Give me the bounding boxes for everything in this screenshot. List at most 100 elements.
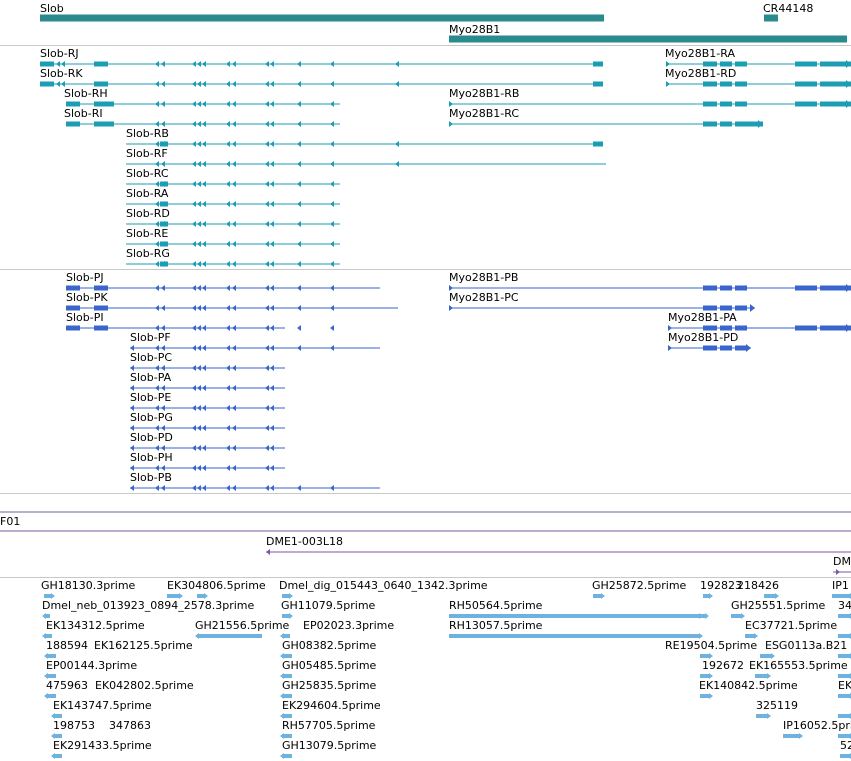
protein-myo28b1-pa-exon[interactable] — [735, 325, 747, 331]
mrna-slob-rk-exon[interactable] — [593, 81, 603, 87]
est-feature[interactable] — [282, 594, 290, 598]
est-feature[interactable] — [53, 714, 62, 718]
protein-myo28b1-pb-exon[interactable] — [820, 285, 851, 291]
mrna-myo28b1-rb-exon[interactable] — [795, 101, 817, 107]
est-label[interactable]: EK042802.5prime — [95, 679, 194, 692]
est-label[interactable]: EK134312.5prime — [46, 619, 145, 632]
mrna-label-myo28b1-rc[interactable]: Myo28B1-RC — [449, 107, 520, 120]
protein-slob-pk-exon[interactable] — [94, 305, 108, 311]
protein-myo28b1-pb-exon[interactable] — [720, 285, 732, 291]
est-feature[interactable] — [44, 614, 50, 618]
clone-label-dme1-003l18[interactable]: DME1-003L18 — [266, 535, 343, 548]
est-label[interactable]: GH13079.5prime — [282, 739, 377, 752]
mrna-label-slob-ri[interactable]: Slob-RI — [64, 107, 103, 120]
est-feature[interactable] — [755, 674, 768, 678]
gene-bar-slob[interactable] — [40, 14, 604, 22]
est-feature[interactable] — [449, 634, 700, 638]
est-label[interactable]: Dmel_neb_013923_0894_2578.3prime — [42, 599, 255, 612]
est-label[interactable]: GH25551.5prime — [731, 599, 826, 612]
protein-myo28b1-pc-exon[interactable] — [720, 305, 732, 311]
est-feature[interactable] — [703, 594, 710, 598]
est-label[interactable]: GH05485.5prime — [282, 659, 377, 672]
gene-label-myo28b1[interactable]: Myo28B1 — [449, 23, 501, 36]
protein-slob-pj-exon[interactable] — [94, 285, 108, 291]
est-feature[interactable] — [282, 654, 292, 658]
est-label[interactable]: Dmel_dig_015443_0640_1342.3prime — [279, 579, 488, 592]
mrna-label-myo28b1-rd[interactable]: Myo28B1-RD — [665, 67, 737, 80]
est-label[interactable]: 325119 — [756, 699, 798, 712]
mrna-myo28b1-rb-exon[interactable] — [820, 101, 851, 107]
clone-label-f01[interactable]: F01 — [0, 515, 21, 528]
gene-bar-myo28b1[interactable] — [449, 35, 847, 43]
est-feature[interactable] — [197, 634, 262, 638]
mrna-slob-rb-exon[interactable] — [593, 141, 603, 147]
est-feature[interactable] — [838, 614, 851, 618]
est-label[interactable]: EK — [838, 679, 851, 692]
mrna-slob-ri-exon[interactable] — [94, 121, 114, 127]
protein-label-slob-pc[interactable]: Slob-PC — [130, 351, 173, 364]
est-feature[interactable] — [593, 594, 602, 598]
protein-slob-pj-exon[interactable] — [66, 285, 80, 291]
mrna-slob-rk-exon[interactable] — [94, 81, 108, 87]
mrna-label-slob-rc[interactable]: Slob-RC — [126, 167, 169, 180]
est-feature[interactable] — [449, 614, 700, 618]
mrna-slob-rj-exon[interactable] — [593, 61, 603, 67]
est-label[interactable]: GH25872.5prime — [592, 579, 687, 592]
est-label[interactable]: EK291433.5prime — [53, 739, 152, 752]
est-label[interactable]: 34 — [838, 599, 851, 612]
protein-label-slob-pf[interactable]: Slob-PF — [130, 331, 171, 344]
gene-label-slob[interactable]: Slob — [40, 2, 64, 15]
protein-label-myo28b1-pc[interactable]: Myo28B1-PC — [449, 291, 519, 304]
est-label[interactable]: IP16052.5prime — [783, 719, 851, 732]
protein-myo28b1-pa-exon[interactable] — [703, 325, 717, 331]
protein-myo28b1-pa-exon[interactable] — [820, 325, 851, 331]
protein-label-slob-pd[interactable]: Slob-PD — [130, 431, 173, 444]
protein-myo28b1-pb-exon[interactable] — [735, 285, 747, 291]
clone-label-dm[interactable]: DM — [833, 555, 851, 568]
est-label[interactable]: 347863 — [109, 719, 151, 732]
est-feature[interactable] — [832, 594, 851, 598]
mrna-myo28b1-rb-exon[interactable] — [720, 101, 732, 107]
est-label[interactable]: 198753 — [53, 719, 95, 732]
est-label[interactable]: GH25835.5prime — [282, 679, 377, 692]
mrna-slob-rh-exon[interactable] — [94, 101, 114, 107]
est-label[interactable]: EK162125.5prime — [94, 639, 193, 652]
est-label[interactable]: EP00144.3prime — [46, 659, 138, 672]
mrna-label-slob-rf[interactable]: Slob-RF — [126, 147, 168, 160]
est-feature[interactable] — [783, 734, 800, 738]
est-feature[interactable] — [700, 614, 706, 618]
est-feature[interactable] — [282, 734, 292, 738]
est-feature[interactable] — [838, 674, 851, 678]
est-feature[interactable] — [282, 714, 292, 718]
est-label[interactable]: EK304806.5prime — [167, 579, 266, 592]
mrna-myo28b1-rd-exon[interactable] — [735, 81, 747, 87]
mrna-slob-rj-exon[interactable] — [40, 61, 54, 67]
protein-label-myo28b1-pb[interactable]: Myo28B1-PB — [449, 271, 519, 284]
mrna-slob-rk-exon[interactable] — [40, 81, 54, 87]
est-feature[interactable] — [764, 594, 776, 598]
mrna-label-slob-rg[interactable]: Slob-RG — [126, 247, 170, 260]
est-feature[interactable] — [700, 694, 710, 698]
est-label[interactable]: 188594 — [46, 639, 88, 652]
est-label[interactable]: 192672 — [702, 659, 744, 672]
protein-label-myo28b1-pd[interactable]: Myo28B1-PD — [668, 331, 739, 344]
protein-myo28b1-pa-exon[interactable] — [720, 325, 732, 331]
est-feature[interactable] — [282, 694, 292, 698]
mrna-label-slob-rb[interactable]: Slob-RB — [126, 127, 169, 140]
mrna-myo28b1-rd-exon[interactable] — [720, 81, 732, 87]
mrna-myo28b1-ra-exon[interactable] — [820, 61, 851, 67]
mrna-label-slob-re[interactable]: Slob-RE — [126, 227, 169, 240]
est-feature[interactable] — [756, 714, 768, 718]
mrna-myo28b1-rc-exon[interactable] — [703, 121, 717, 127]
protein-label-slob-pi[interactable]: Slob-PI — [66, 311, 104, 324]
est-feature[interactable] — [44, 594, 52, 598]
est-label[interactable]: 218426 — [737, 579, 779, 592]
est-feature[interactable] — [838, 734, 851, 738]
est-label[interactable]: EK143747.5prime — [53, 699, 152, 712]
protein-slob-pi-exon[interactable] — [94, 325, 108, 331]
protein-label-slob-pa[interactable]: Slob-PA — [130, 371, 172, 384]
protein-myo28b1-pb-exon[interactable] — [795, 285, 817, 291]
est-label[interactable]: GH11079.5prime — [281, 599, 376, 612]
est-label[interactable]: ESG0113a.B21 — [765, 639, 848, 652]
est-feature[interactable] — [53, 734, 62, 738]
